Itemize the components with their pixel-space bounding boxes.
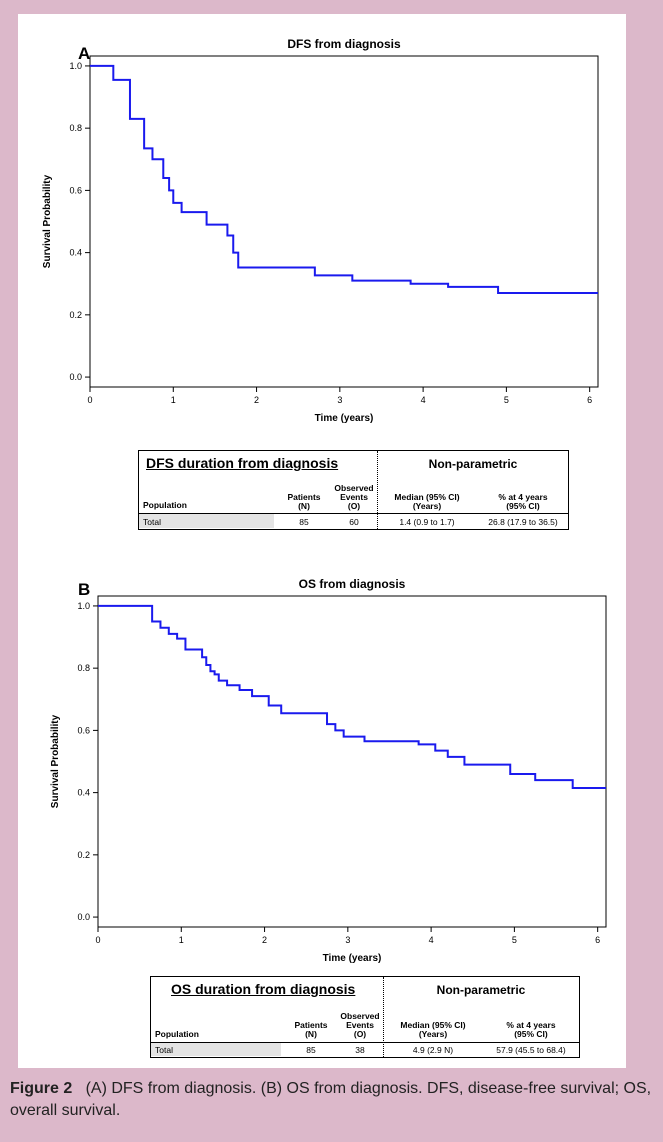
x-tick-label: 1	[179, 935, 184, 945]
table-title: OS duration from diagnosis	[171, 981, 356, 997]
table-divider	[383, 977, 384, 1057]
plot-frame	[97, 595, 607, 928]
row-pct4: 57.9 (45.5 to 68.4)	[496, 1045, 566, 1055]
y-axis-label: Survival Probability	[42, 174, 53, 268]
col-pct4: % at 4 years (95% CI)	[506, 1020, 556, 1039]
y-tick-label: 0.4	[77, 788, 90, 798]
x-tick-label: 3	[337, 395, 342, 405]
col-events: Observed Events (O)	[340, 1011, 380, 1039]
row-patients: 85	[306, 1045, 316, 1055]
y-tick-label: 0.2	[77, 850, 90, 860]
chart-title: OS from diagnosis	[299, 577, 406, 591]
x-tick-label: 0	[87, 395, 92, 405]
row-population: Total	[155, 1045, 173, 1055]
table-group-header: Non-parametric	[436, 983, 526, 997]
table-row-fill	[151, 1043, 281, 1056]
panel-b-letter: B	[78, 580, 91, 599]
y-tick-label: 0.6	[69, 185, 82, 195]
x-tick-label: 3	[345, 935, 350, 945]
y-tick-label: 1.0	[69, 61, 82, 71]
x-tick-label: 4	[429, 935, 434, 945]
table-row-fill	[139, 514, 274, 528]
table-title: DFS duration from diagnosis	[146, 455, 339, 471]
col-population: Population	[143, 500, 187, 510]
row-median: 1.4 (0.9 to 1.7)	[399, 517, 455, 527]
col-patients: Patients (N)	[294, 1020, 328, 1039]
figure-caption: Figure 2 (A) DFS from diagnosis. (B) OS …	[10, 1078, 660, 1122]
survival-curve	[90, 64, 598, 295]
y-tick-label: 0.2	[69, 310, 82, 320]
y-tick-label: 1.0	[77, 601, 90, 611]
y-tick-label: 0.0	[77, 912, 90, 922]
x-tick-label: 4	[421, 395, 426, 405]
col-pct4: % at 4 years (95% CI)	[498, 492, 548, 511]
x-axis-label: Time (years)	[315, 413, 374, 424]
x-tick-label: 6	[587, 395, 592, 405]
x-tick-label: 5	[504, 395, 509, 405]
table-row-line	[151, 1042, 579, 1043]
y-tick-label: 0.8	[69, 123, 82, 133]
x-tick-label: 6	[595, 935, 600, 945]
x-tick-label: 1	[171, 395, 176, 405]
dfs-summary-table: DFS duration from diagnosis Non-parametr…	[138, 450, 569, 530]
y-axis-label: Survival Probability	[50, 714, 61, 808]
dfs-chart: DFS from diagnosis 0 1 2 3 4 5 6 0.0 0.2 0.4 0.6 0.8…	[42, 37, 599, 424]
row-population: Total	[143, 517, 161, 527]
x-tick-label: 5	[512, 935, 517, 945]
plot-frame	[89, 55, 599, 388]
row-pct4: 26.8 (17.9 to 36.5)	[488, 517, 558, 527]
table-row-line	[139, 513, 568, 514]
col-population: Population	[155, 1029, 199, 1039]
caption-text: (A) DFS from diagnosis. (B) OS from diag…	[10, 1080, 652, 1119]
os-summary-table: OS duration from diagnosis Non-parametri…	[150, 976, 580, 1058]
table-group-header: Non-parametric	[428, 457, 518, 471]
y-tick-label: 0.8	[77, 663, 90, 673]
chart-title: DFS from diagnosis	[287, 37, 401, 51]
y-tick-label: 0.4	[69, 248, 82, 258]
y-tick-label: 0.0	[69, 372, 82, 382]
panel-a-letter: A	[78, 44, 91, 63]
col-median: Median (95% CI) (Years)	[400, 1020, 466, 1039]
row-events: 60	[349, 517, 359, 527]
survival-curve	[98, 604, 606, 789]
y-tick-label: 0.6	[77, 725, 90, 735]
x-tick-label: 0	[95, 935, 100, 945]
figure-panel: A DFS from diagnosis 0 1 2 3 4 5 6 0.0 0.2 0.4 0.6 0…	[18, 14, 626, 1068]
caption-label: Figure 2	[10, 1080, 73, 1097]
os-chart: OS from diagnosis 0 1 2 3 4 5 6 0.0 0.2 0.4 0.6 0.8 1…	[50, 577, 607, 964]
row-patients: 85	[299, 517, 309, 527]
col-median: Median (95% CI) (Years)	[394, 492, 460, 511]
table-divider	[377, 451, 378, 529]
row-events: 38	[355, 1045, 365, 1055]
col-events: Observed Events (O)	[334, 483, 374, 511]
x-axis-label: Time (years)	[323, 953, 382, 964]
col-patients: Patients (N)	[287, 492, 321, 511]
x-tick-label: 2	[262, 935, 267, 945]
x-tick-label: 2	[254, 395, 259, 405]
row-median: 4.9 (2.9 N)	[412, 1045, 454, 1055]
